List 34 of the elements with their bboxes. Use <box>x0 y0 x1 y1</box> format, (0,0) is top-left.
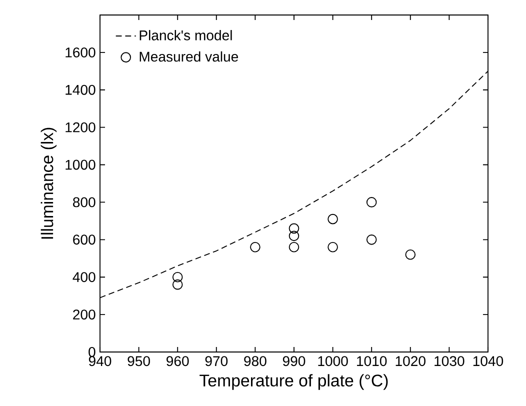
x-tick-label: 990 <box>282 356 306 366</box>
y-tick-label: 1600 <box>66 47 96 58</box>
x-tick-label: 1010 <box>357 356 387 366</box>
y-tick-label: 800 <box>73 197 96 208</box>
legend-label: Measured value <box>140 51 238 62</box>
legend-label: Planck's model <box>140 30 232 40</box>
x-tick-label: 1030 <box>434 356 464 366</box>
point <box>288 223 300 234</box>
y-tick-label: 1000 <box>66 160 96 170</box>
x-tick-label: 980 <box>244 356 266 366</box>
x-tick-label: 940 <box>88 356 112 366</box>
point <box>288 242 300 252</box>
y-tick-label: 1400 <box>66 84 96 95</box>
point <box>366 234 377 245</box>
point <box>172 279 183 290</box>
point <box>366 197 377 208</box>
point <box>405 249 416 260</box>
x-tick-label: 1020 <box>396 356 426 366</box>
x-tick-label: 1040 <box>473 356 504 366</box>
x-tick-label: 1000 <box>318 356 348 366</box>
y-tick-label: 1200 <box>66 122 96 132</box>
x-tick-label: 970 <box>205 356 228 366</box>
point <box>250 242 260 252</box>
point <box>172 272 183 282</box>
point <box>288 230 300 242</box>
point <box>328 242 338 252</box>
x-tick-label: 960 <box>166 356 189 366</box>
x-tick-label: 950 <box>128 356 150 366</box>
y-axis-title: Illuminance (lx) <box>40 128 57 239</box>
y-tick-label: 600 <box>73 234 96 245</box>
y-tick-label: 200 <box>73 310 96 320</box>
x-axis-title: Temperature of plate (°C) <box>200 374 388 390</box>
point <box>328 214 338 224</box>
y-tick-label: 400 <box>72 272 96 282</box>
